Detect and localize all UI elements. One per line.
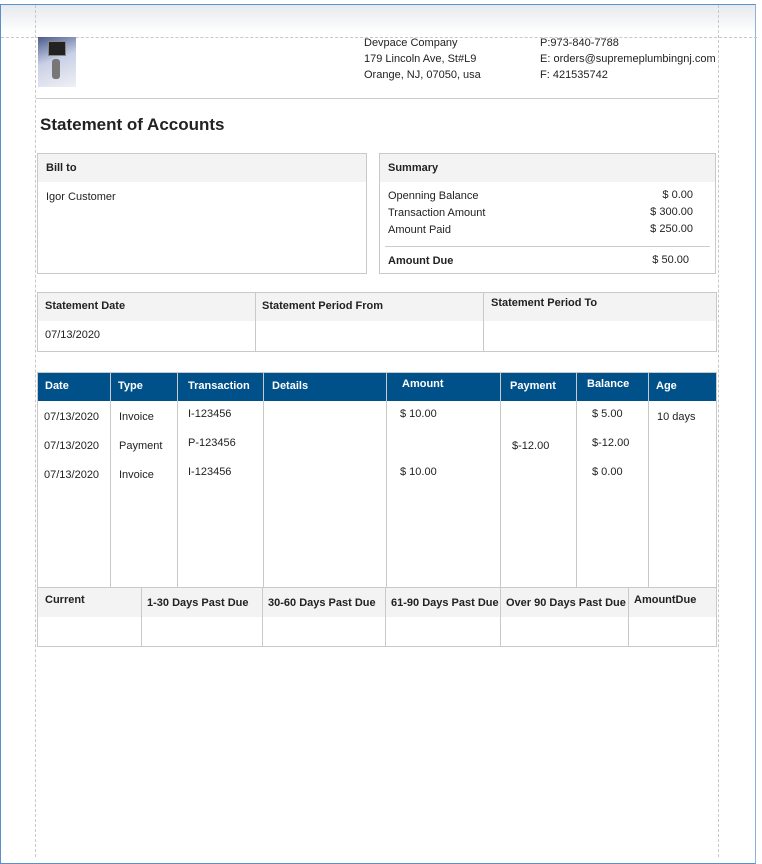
- transactions-table: Date Type Transaction Details Amount Payment B…: [37, 372, 717, 588]
- table-cell: 07/13/2020: [44, 411, 100, 423]
- table-cell: Invoice: [119, 469, 154, 481]
- bill-to-label: Bill to: [46, 162, 77, 174]
- table-cell: $-12.00: [592, 437, 630, 449]
- fax: F: 421535742: [540, 69, 608, 81]
- aging-header: Over 90 Days Past Due: [506, 597, 626, 609]
- email: E: orders@supremeplumbingnj.com: [540, 53, 716, 65]
- page-title: Statement of Accounts: [40, 115, 225, 134]
- company-name: Devpace Company: [364, 37, 458, 49]
- table-cell: $ 10.00: [400, 408, 437, 420]
- column-divider: [500, 588, 501, 646]
- aging-table: Current 1-30 Days Past Due 30-60 Days Past…: [37, 587, 717, 647]
- phone: P:973-840-7788: [540, 37, 619, 49]
- top-shade: [1, 5, 755, 33]
- column-header[interactable]: Balance: [587, 378, 630, 390]
- column-header[interactable]: Type: [118, 380, 143, 392]
- summary-value: $ 0.00: [662, 189, 693, 201]
- bill-to-name: Igor Customer: [46, 191, 116, 203]
- aging-header: 30-60 Days Past Due: [268, 597, 376, 609]
- table-cell: I-123456: [188, 466, 232, 478]
- period-to-label: Statement Period To: [491, 297, 598, 309]
- margin-guide-top: [1, 37, 757, 38]
- summary-box: Summary Openning Balance $ 0.00 Transact…: [379, 153, 716, 274]
- statement-date: 07/13/2020: [45, 329, 101, 341]
- bill-to-box: Bill to Igor Customer: [37, 153, 367, 274]
- column-divider: [648, 373, 649, 587]
- column-header[interactable]: Age: [656, 380, 677, 392]
- aging-header: Current: [45, 594, 85, 606]
- column-divider: [262, 588, 263, 646]
- table-cell: Invoice: [119, 411, 154, 423]
- contact-info: P:973-840-7788 E: orders@supremeplumbing…: [540, 35, 716, 83]
- column-header[interactable]: Details: [272, 380, 309, 392]
- column-divider: [263, 373, 264, 587]
- table-cell: 07/13/2020: [44, 469, 100, 481]
- column-divider: [141, 588, 142, 646]
- table-cell: $-12.00: [512, 440, 550, 452]
- column-header[interactable]: Payment: [510, 380, 556, 392]
- summary-row: Openning Balance: [388, 190, 479, 202]
- column-header[interactable]: Transaction: [188, 380, 250, 392]
- margin-guide-right: [718, 5, 719, 857]
- amount-due-value: $ 50.00: [652, 254, 689, 266]
- table-cell: 10 days: [657, 411, 696, 423]
- company-info: Devpace Company 179 Lincoln Ave, St#L9 O…: [364, 35, 481, 83]
- aging-header: 61-90 Days Past Due: [391, 597, 499, 609]
- table-cell: 07/13/2020: [44, 440, 100, 452]
- table-cell: P-123456: [188, 437, 236, 449]
- column-divider: [628, 588, 629, 646]
- company-logo: [38, 37, 76, 87]
- company-address2: Orange, NJ, 07050, usa: [364, 69, 481, 81]
- summary-value: $ 300.00: [650, 206, 693, 218]
- table-cell: $ 5.00: [592, 408, 623, 420]
- column-divider: [385, 588, 386, 646]
- column-divider: [386, 373, 387, 587]
- summary-label: Summary: [388, 162, 439, 174]
- header-divider: [36, 98, 718, 99]
- column-header[interactable]: Amount: [402, 378, 444, 390]
- column-divider: [500, 373, 501, 587]
- statement-date-label: Statement Date: [45, 300, 126, 312]
- table-cell: $ 10.00: [400, 466, 437, 478]
- column-header[interactable]: Date: [45, 380, 69, 392]
- aging-header: AmountDue: [634, 594, 697, 606]
- company-address1: 179 Lincoln Ave, St#L9: [364, 53, 477, 65]
- column-divider: [576, 373, 577, 587]
- table-cell: $ 0.00: [592, 466, 623, 478]
- transactions-header: [38, 373, 716, 401]
- table-cell: Payment: [119, 440, 163, 452]
- summary-row: Amount Paid: [388, 224, 451, 236]
- statement-period-table: Statement Date Statement Period From Sta…: [37, 292, 717, 352]
- summary-row: Transaction Amount: [388, 207, 486, 219]
- aging-header: 1-30 Days Past Due: [147, 597, 249, 609]
- column-divider: [110, 373, 111, 587]
- column-divider: [177, 373, 178, 587]
- period-from-label: Statement Period From: [262, 300, 384, 312]
- amount-due-label: Amount Due: [388, 255, 454, 267]
- table-cell: I-123456: [188, 408, 232, 420]
- margin-guide-left: [35, 5, 36, 857]
- summary-value: $ 250.00: [650, 223, 693, 235]
